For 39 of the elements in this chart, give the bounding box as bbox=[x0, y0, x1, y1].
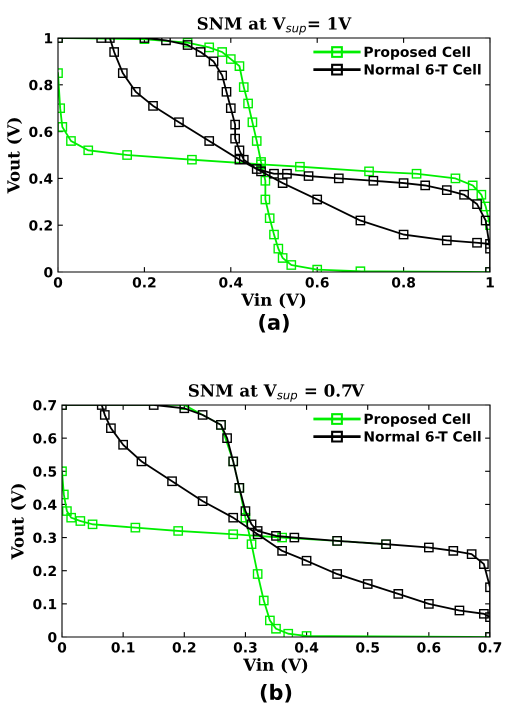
x-tick-label: 0.1 bbox=[112, 642, 134, 653]
y-tick-label: 0.3 bbox=[33, 532, 56, 544]
y-tick-label: 1 bbox=[45, 33, 52, 44]
y-tick-label: 0.5 bbox=[33, 466, 56, 477]
legend-label: Normal 6-T Cell bbox=[364, 64, 480, 75]
y-axis-title: Vout (V) bbox=[10, 484, 26, 560]
legend-label: Proposed Cell bbox=[364, 413, 470, 427]
y-tick-label: 0.4 bbox=[33, 499, 56, 510]
x-tick-label: 0.2 bbox=[172, 642, 196, 653]
legend-label: Normal 6-T Cell bbox=[364, 430, 480, 442]
y-tick-label: 0 bbox=[48, 632, 56, 642]
x-tick-label: 0.7 bbox=[478, 642, 502, 653]
x-tick-label: 0.6 bbox=[417, 642, 440, 653]
y-tick-label: 0 bbox=[44, 266, 52, 278]
x-tick-label: 0.6 bbox=[306, 277, 329, 288]
text: (a) bbox=[259, 314, 289, 332]
x-axis-title: Vin (V) bbox=[241, 293, 306, 308]
text: (b) bbox=[260, 684, 292, 702]
chart-title: SNM at V$_{sup}$ = 0.7V bbox=[188, 384, 364, 402]
x-tick-label: 0.4 bbox=[219, 277, 242, 288]
y-tick-label: 0.8 bbox=[29, 80, 52, 90]
x-tick-label: 1 bbox=[486, 277, 494, 288]
x-tick-label: 0.8 bbox=[392, 277, 416, 288]
y-tick-label: 0.2 bbox=[33, 566, 56, 576]
x-tick-label: 0.5 bbox=[356, 642, 380, 653]
y-tick-label: 0.2 bbox=[29, 220, 52, 231]
chart-title: SNM at V$_{sup}$= 1V bbox=[198, 17, 352, 35]
x-tick-label: 0.2 bbox=[132, 277, 156, 288]
y-tick-label: 0.4 bbox=[29, 173, 52, 184]
y-tick-label: 0.1 bbox=[33, 598, 56, 610]
x-tick-label: 0.4 bbox=[294, 642, 318, 653]
y-tick-label: 0.7 bbox=[33, 400, 56, 410]
x-tick-label: 0 bbox=[58, 642, 66, 653]
y-axis-title: Vout (V) bbox=[6, 118, 22, 194]
y-tick-label: 0.6 bbox=[33, 433, 56, 444]
legend-label: Proposed Cell bbox=[364, 46, 470, 60]
x-axis-title: Vin (V) bbox=[243, 658, 308, 674]
y-tick-label: 0.6 bbox=[29, 126, 52, 138]
x-tick-label: 0.3 bbox=[234, 642, 257, 653]
